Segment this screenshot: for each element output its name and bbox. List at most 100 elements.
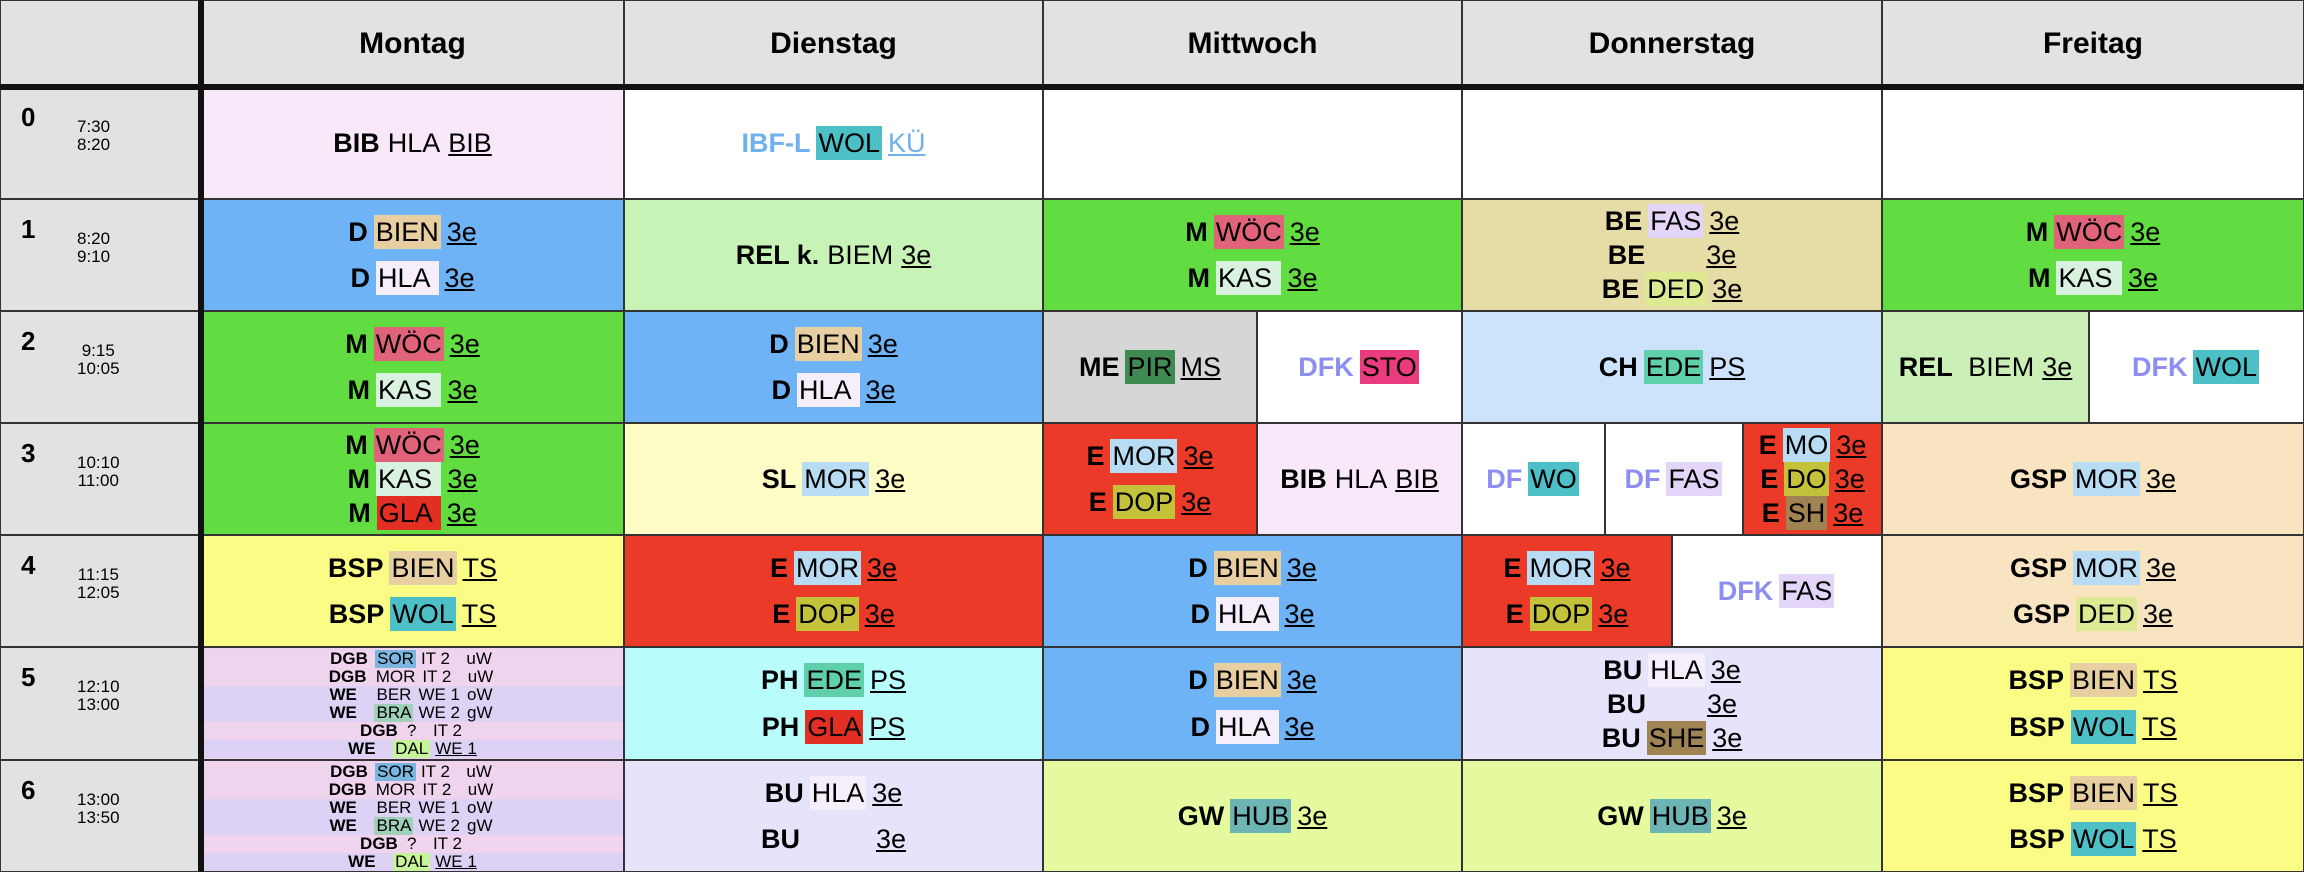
subject-label: WE — [329, 685, 357, 704]
class-room-label: 3e — [1286, 552, 1317, 583]
lesson-cell-mi-0[interactable] — [1043, 87, 1462, 199]
class-room-label: 3e — [1834, 464, 1865, 494]
teacher-label: ? — [407, 834, 417, 853]
teacher-label: BIEN — [2069, 775, 2138, 810]
lesson-cell-fr-0[interactable] — [1882, 87, 2304, 199]
teacher-label: HLA — [1215, 597, 1279, 632]
lesson-cell-mo-6[interactable]: DGB SOR IT 2 uW DGB MOR IT 2 uW WE BER WE 1 oW WE B… — [201, 760, 624, 872]
teacher-label: MOR — [2072, 462, 2140, 496]
teacher-label: MOR — [375, 780, 416, 799]
subject-label: M — [345, 430, 368, 460]
teacher-label: uW — [458, 667, 494, 686]
subject-label: WE — [348, 852, 376, 871]
teacher-label: DAL — [393, 852, 431, 871]
class-room-label: 3e — [446, 498, 477, 528]
subject-label: BSP — [327, 552, 384, 583]
header-column-divider — [198, 0, 204, 872]
lesson-cell-mi-6[interactable]: GW HUB 3e — [1043, 760, 1462, 872]
subject-label: DGB — [360, 834, 398, 853]
class-room-label: PS — [869, 712, 906, 742]
teacher-label: WOL — [816, 126, 882, 160]
lesson-cell-do-2[interactable]: CH EDE PS — [1462, 311, 1882, 423]
lesson-cell-di-6[interactable]: BU HLA 3e BU 3e — [624, 760, 1043, 872]
lesson-cell-fr-5[interactable]: BSP BIEN TS BSP WOL TS — [1882, 647, 2304, 760]
lesson-cell-di-5[interactable]: PH EDE PS PH GLA PS — [624, 647, 1043, 760]
lesson-cell-do-1[interactable]: BE FAS 3e BE 3e BE DED 3e — [1462, 199, 1882, 311]
teacher-label: HLA — [809, 775, 867, 810]
class-room-label: 3e — [1836, 430, 1867, 460]
lesson-cell-mi-4[interactable]: D BIEN 3e D HLA 3e — [1043, 535, 1462, 647]
period-end-time: 10:05 — [77, 359, 120, 378]
lesson-cell-mi-2a[interactable]: ME PIR MS — [1043, 311, 1257, 423]
subject-label: D — [771, 375, 791, 406]
class-room-label: 3e — [865, 375, 896, 406]
lesson-cell-fr-4[interactable]: GSP MOR 3e GSP DED 3e — [1882, 535, 2304, 647]
period-number: 1 — [21, 214, 36, 244]
subject-label: GW — [1177, 801, 1225, 831]
lesson-cell-do-3a[interactable]: DF WO — [1462, 423, 1605, 535]
lesson-cell-mo-2[interactable]: M WÖC 3e M KAS 3e — [201, 311, 624, 423]
subject-label: BE — [1601, 274, 1640, 304]
subject-label: M — [1187, 263, 1210, 294]
lesson-cell-do-0[interactable] — [1462, 87, 1882, 199]
lesson-cell-di-2[interactable]: D BIEN 3e D HLA 3e — [624, 311, 1043, 423]
teacher-label: WE 2 — [418, 816, 461, 835]
class-room-label: BIB — [1395, 464, 1439, 494]
period-time: 11:15 12:05 — [77, 566, 120, 602]
lesson-cell-di-0[interactable]: IBF-L WOL KÜ — [624, 87, 1043, 199]
lesson-cell-mo-5[interactable]: DGB SOR IT 2 uW DGB MOR IT 2 uW WE BER WE 1 oW WE B… — [201, 647, 624, 760]
lesson-cell-do-4b[interactable]: DFK FAS — [1672, 535, 1882, 647]
lesson-line: BSP BIEN TS — [326, 550, 499, 585]
lesson-line: WE BRA WE 2 gW — [202, 817, 623, 835]
lesson-cell-mo-3[interactable]: M WÖC 3e M KAS 3e M GLA 3e — [201, 423, 624, 535]
lesson-cell-fr-2a[interactable]: REL BIEM 3e — [1882, 311, 2089, 423]
class-room-label: 3e — [447, 375, 478, 406]
lesson-cell-mi-3a[interactable]: E MOR 3e E DOP 3e — [1043, 423, 1257, 535]
teacher-label: BIEN — [794, 326, 862, 361]
class-room-label: 3e — [446, 216, 477, 247]
subject-label: DF — [1486, 464, 1523, 494]
teacher-label: HLA — [1215, 710, 1279, 744]
lesson-cell-mo-4[interactable]: BSP BIEN TS BSP WOL TS — [201, 535, 624, 647]
teacher-label: SOR — [375, 762, 416, 781]
lesson-cell-do-6[interactable]: GW HUB 3e — [1462, 760, 1882, 872]
lesson-line: DGB MOR IT 2 uW — [202, 668, 623, 686]
lesson-cell-fr-1[interactable]: M WÖC 3e M KAS 3e — [1882, 199, 2304, 311]
period-number: 6 — [21, 775, 36, 805]
subject-label: WE — [348, 739, 376, 758]
lesson-cell-do-5[interactable]: BU HLA 3e BU 3e BU SHE 3e — [1462, 647, 1882, 760]
lesson-cell-mo-1[interactable]: D BIEN 3e D HLA 3e — [201, 199, 624, 311]
teacher-label: uW — [456, 649, 492, 668]
teacher-label: WOL — [390, 597, 456, 632]
lesson-cell-mi-3b[interactable]: BIB HLA BIB — [1257, 423, 1462, 535]
lesson-cell-fr-6[interactable]: BSP BIEN TS BSP WOL TS — [1882, 760, 2304, 872]
lesson-cell-do-4a[interactable]: E MOR 3e E DOP 3e — [1462, 535, 1672, 647]
lesson-cell-mi-2b[interactable]: DFK STO — [1257, 311, 1462, 423]
teacher-label: HLA — [796, 373, 860, 408]
teacher-label — [806, 822, 870, 856]
period-time: 8:20 9:10 — [77, 230, 110, 266]
teacher-label: SH — [1785, 496, 1828, 530]
subject-label: E — [1505, 599, 1524, 630]
lesson-cell-do-3b[interactable]: DF FAS — [1605, 423, 1743, 535]
teacher-label: KAS — [375, 373, 442, 408]
lesson-cell-fr-2b[interactable]: DFK WOL — [2089, 311, 2304, 423]
lesson-line: E DOP 3e — [770, 597, 897, 632]
subject-label: D — [1188, 552, 1208, 583]
lesson-cell-mi-1[interactable]: M WÖC 3e M KAS 3e — [1043, 199, 1462, 311]
lesson-cell-mo-0[interactable]: BIB HLA BIB — [201, 87, 624, 199]
teacher-label: BER — [376, 685, 412, 704]
lesson-cell-mi-5[interactable]: D BIEN 3e D HLA 3e — [1043, 647, 1462, 760]
class-room-label: 3e — [1709, 206, 1740, 236]
class-room-label: 3e — [1284, 712, 1315, 742]
lesson-cell-di-1[interactable]: REL k. BIEM 3e — [624, 199, 1043, 311]
lesson-cell-di-3[interactable]: SL MOR 3e — [624, 423, 1043, 535]
lesson-line: DFK WOL — [2130, 350, 2263, 384]
subject-label: ME — [1078, 352, 1120, 382]
teacher-label: BER — [376, 798, 412, 817]
lesson-cell-di-4[interactable]: E MOR 3e E DOP 3e — [624, 535, 1043, 647]
lesson-cell-fr-3[interactable]: GSP MOR 3e — [1882, 423, 2304, 535]
subject-label: BSP — [2008, 777, 2064, 808]
lesson-line: BE FAS 3e — [1603, 204, 1742, 238]
lesson-cell-do-3c[interactable]: E MO 3e E DO 3e E SH 3e — [1743, 423, 1882, 535]
